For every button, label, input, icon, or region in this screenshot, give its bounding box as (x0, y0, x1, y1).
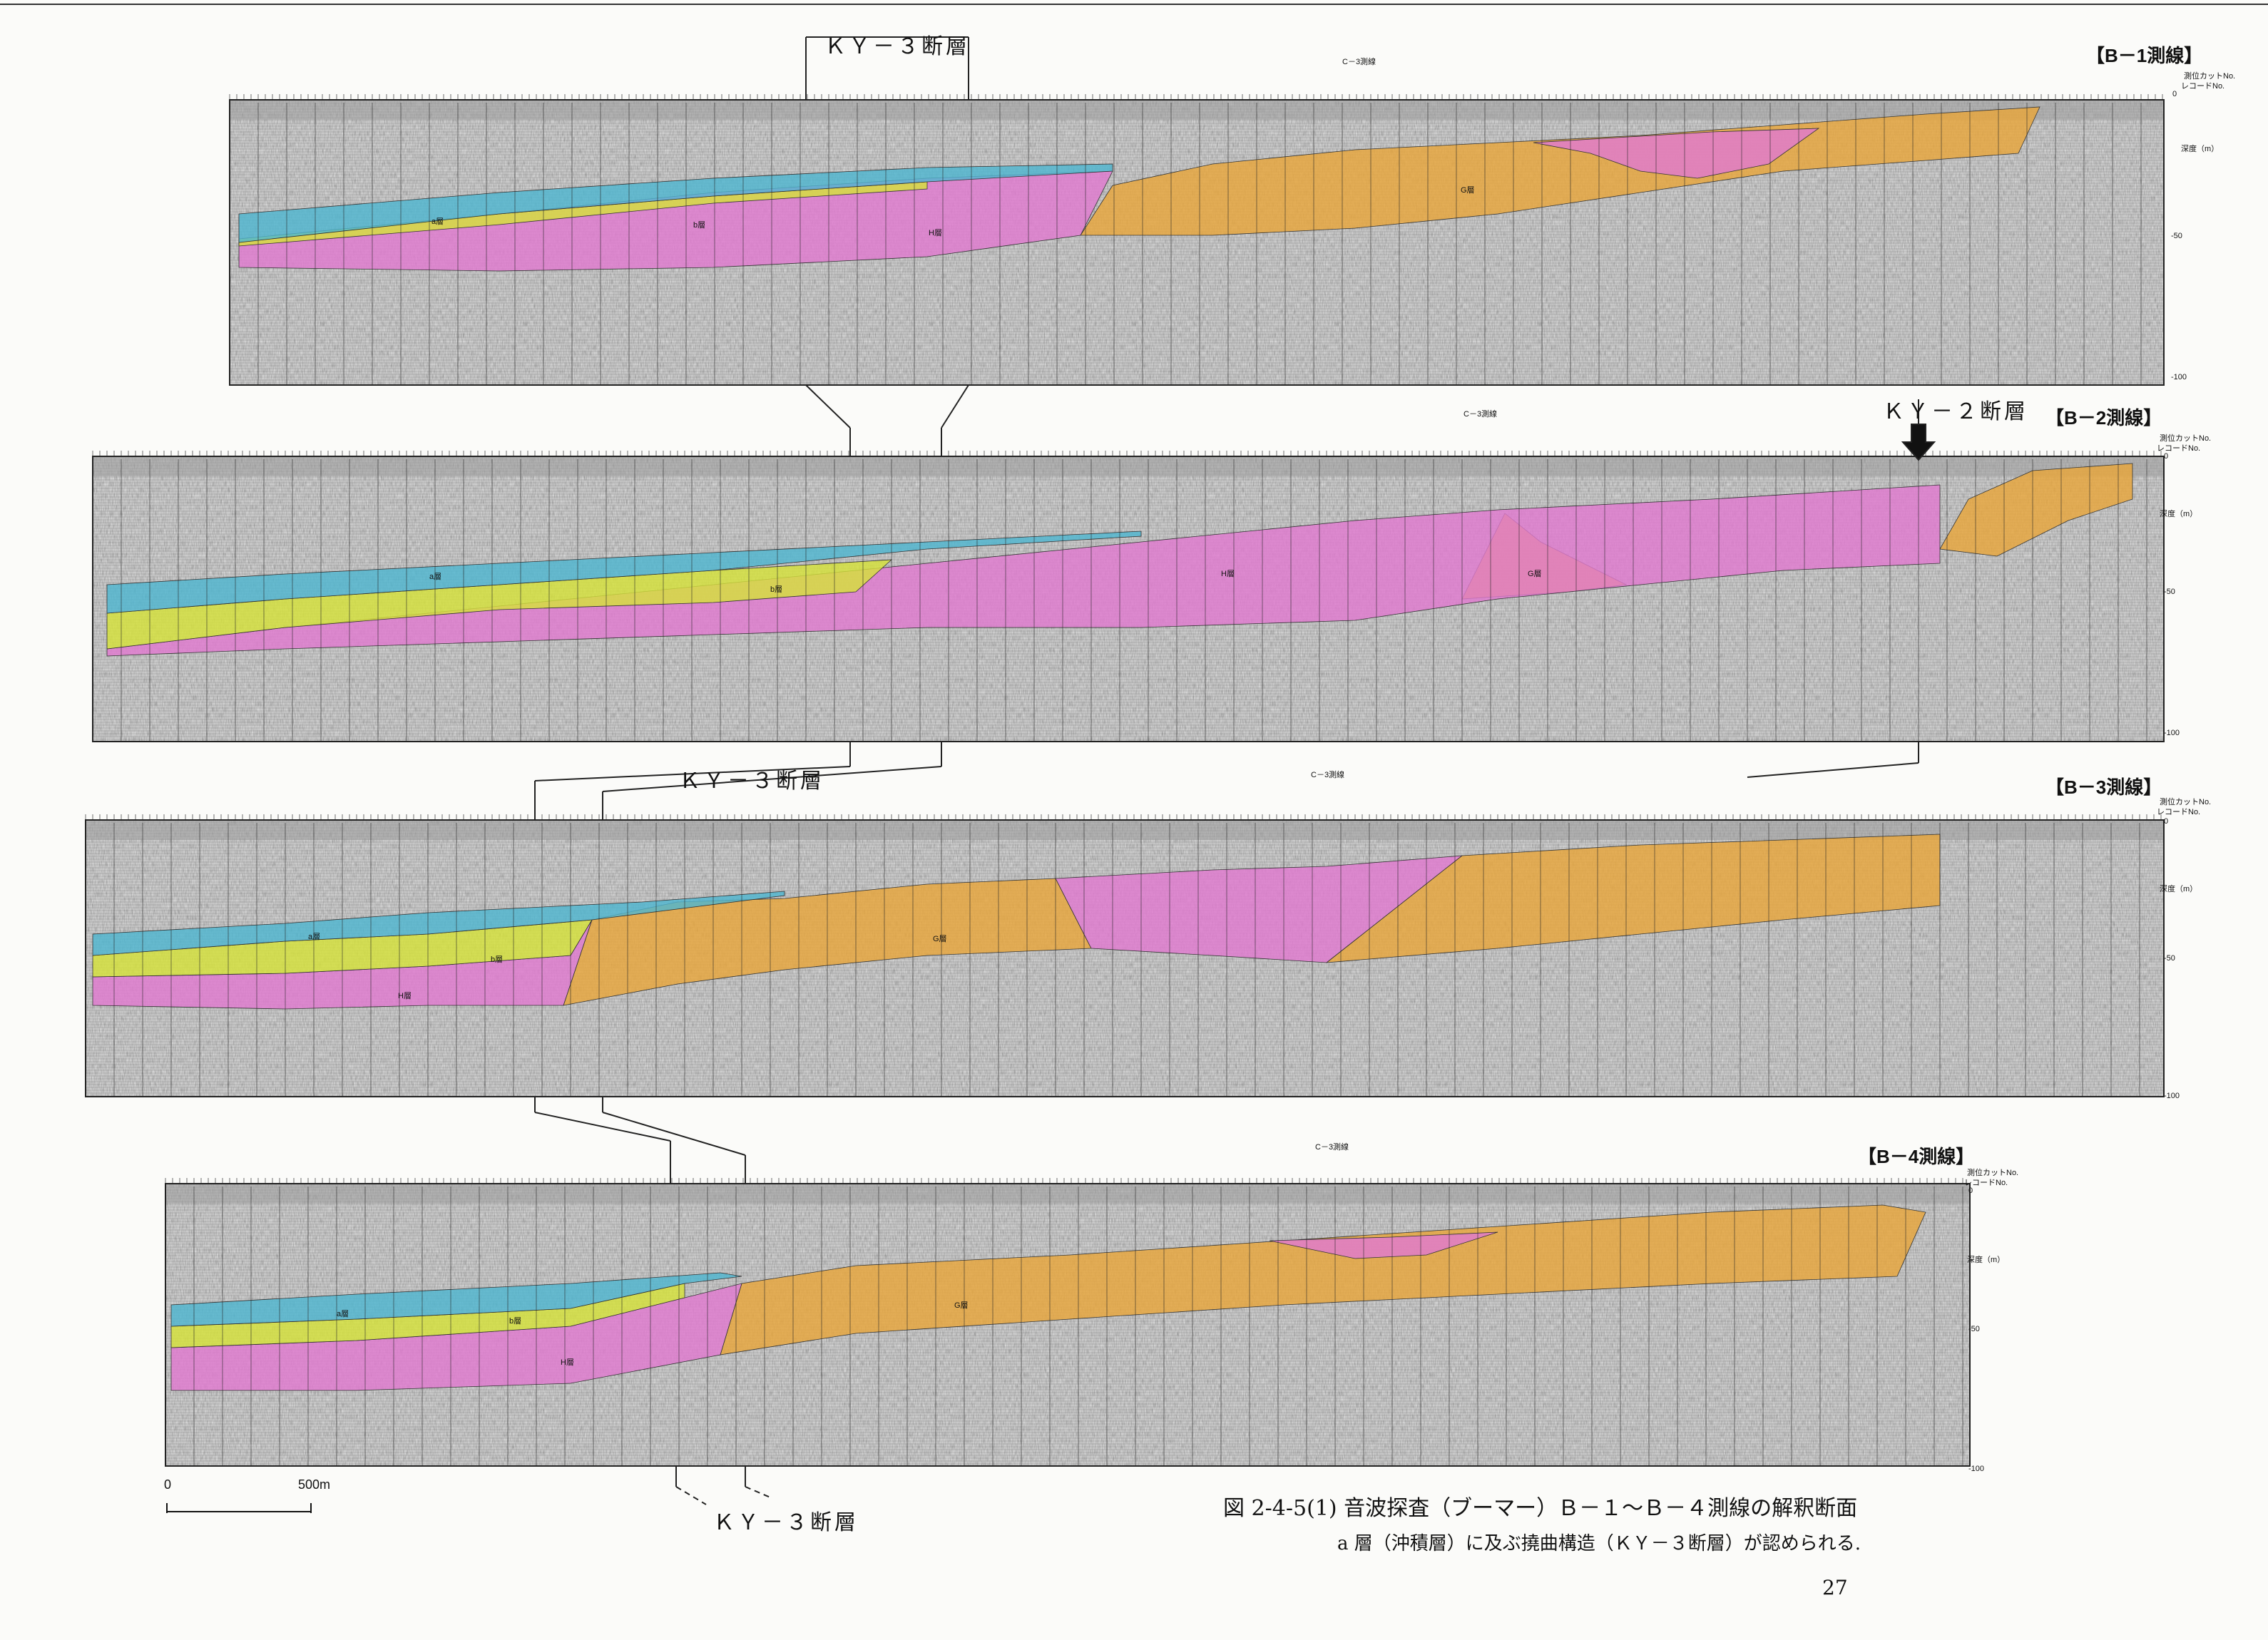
layer-H-b3-2 (1055, 855, 1464, 963)
fault-connector-line (1747, 762, 1919, 778)
depth-label-b1: 深度（m） (2181, 145, 2220, 153)
fault-connector-line (941, 384, 969, 429)
axis-header-b2-record: レコードNo. (2157, 444, 2201, 453)
fault-connector-line (602, 766, 942, 792)
fault-trace-dashed (675, 1486, 707, 1505)
depth-tick-b4-100: -100 (1968, 1465, 1985, 1473)
depth-tick-b2-100: -100 (2164, 729, 2180, 737)
unit-label-b2-a: a層 (429, 573, 442, 581)
sea-surface-band-b4 (165, 1184, 1970, 1204)
sea-surface-band-b2 (93, 456, 2164, 476)
axis-header-b4-record: レコードNo. (1964, 1179, 2008, 1187)
sea-surface-band-b1 (230, 100, 2164, 120)
depth-tick-b3-50: -50 (2164, 954, 2175, 963)
survey-marker-b3: C－3測線 (1311, 771, 1345, 779)
figure-caption: 図 2-4-5(1) 音波探査（ブーマー）Ｂ－１～Ｂ－４測線の解釈断面 (1223, 1496, 1858, 1521)
frame-b4 (165, 1183, 1971, 1467)
fault-trace-dashed (745, 1486, 771, 1498)
survey-marker-b4: C－3測線 (1315, 1143, 1349, 1152)
sea-surface-band-b3 (86, 820, 2164, 840)
frame-b3 (85, 819, 2165, 1097)
unit-label-b4-g: G層 (954, 1301, 969, 1310)
depth-tick-b1-50: -50 (2171, 232, 2182, 240)
axis-header-b3-cut: 測位カットNo. (2160, 798, 2212, 806)
fault-connector-line (534, 766, 851, 781)
unit-label-b3-b: b層 (491, 955, 504, 964)
depth-tick-b3-0: 0 (2164, 817, 2169, 826)
axis-header-b1-record: レコードNo. (2181, 82, 2225, 91)
fault-label-ky3-top: ＫＹ－３断層 (824, 35, 970, 58)
unit-label-b3-g: G層 (933, 935, 947, 943)
depth-tick-b4-50: -50 (1968, 1325, 1980, 1333)
depth-tick-b2-0: 0 (2164, 452, 2169, 461)
depth-tick-b4-0: 0 (1968, 1187, 1973, 1195)
depth-tick-b3-100: -100 (2164, 1092, 2180, 1100)
frame-b2 (92, 456, 2165, 742)
fault-connector-line (602, 1112, 746, 1156)
fault-label-ky3-mid: ＫＹ－３断層 (679, 769, 824, 793)
unit-label-b2-b: b層 (770, 585, 783, 594)
layer-G-b4-0 (720, 1204, 1926, 1355)
scale-bar-end: 500m (298, 1477, 331, 1492)
axis-header-b1-cut: 測位カットNo. (2184, 72, 2236, 81)
profile-b2 (92, 451, 2165, 742)
fault-connector-line (805, 384, 851, 429)
axis-header-b3-record: レコードNo. (2157, 808, 2201, 816)
line-label-b1: 【B－1測線】 (2086, 45, 2203, 66)
frame-b1 (229, 99, 2165, 386)
fault-connector-line (534, 1112, 671, 1142)
fault-label-ky2: ＫＹ－２断層 (1883, 400, 2028, 424)
page-number: 27 (1822, 1576, 1848, 1599)
axis-header-b4-cut: 測位カットNo. (1967, 1169, 2019, 1177)
scale-bar-start: 0 (164, 1477, 172, 1492)
unit-label-b3-h: H層 (398, 992, 412, 1000)
line-label-b2: 【B－2測線】 (2045, 407, 2162, 429)
layer-a-b3-5 (92, 891, 785, 956)
profile-b1 (229, 94, 2165, 386)
layer-G-b2-0 (1939, 463, 2133, 557)
line-label-b3: 【B－3測線】 (2045, 777, 2162, 798)
unit-label-b1-b: b層 (693, 221, 706, 230)
survey-marker-b1: C－3測線 (1342, 58, 1376, 66)
depth-label-b3: 深度（m） (2160, 885, 2198, 893)
unit-label-b4-h: H層 (561, 1358, 574, 1367)
layer-H-b4-1 (1269, 1231, 1498, 1259)
depth-tick-b1-100: -100 (2171, 373, 2187, 381)
axis-header-b2-cut: 測位カットNo. (2160, 434, 2212, 443)
profile-b3 (85, 814, 2165, 1097)
unit-label-b1-a: a層 (431, 217, 444, 226)
unit-label-b4-b: b層 (509, 1317, 522, 1326)
fault-arrow-ky2 (1901, 424, 1936, 461)
depth-label-b4: 深度（m） (1967, 1256, 2006, 1264)
unit-label-b2-h: H層 (1221, 570, 1235, 578)
unit-label-b2-g: G層 (1528, 570, 1542, 578)
unit-label-b1-g: G層 (1461, 186, 1475, 195)
depth-tick-b2-50: -50 (2164, 588, 2175, 596)
layer-a-b1-4 (238, 163, 1113, 243)
fault-label-ky3-bottom: ＫＹ－３断層 (713, 1511, 859, 1534)
survey-marker-b2: C－3測線 (1464, 410, 1498, 419)
unit-label-b1-h: H層 (929, 229, 942, 237)
figure-subcaption: a 層（沖積層）に及ぶ撓曲構造（ＫＹ－３断層）が認められる. (1337, 1533, 1861, 1554)
layer-a-b2-4 (106, 531, 1142, 614)
layer-a-b4-4 (170, 1272, 742, 1327)
depth-tick-b1-0: 0 (2172, 90, 2177, 98)
unit-label-b4-a: a層 (337, 1310, 349, 1318)
unit-label-b3-a: a層 (308, 933, 321, 941)
profile-b4 (165, 1178, 1971, 1467)
line-label-b4: 【B－4測線】 (1858, 1146, 1975, 1167)
depth-label-b2: 深度（m） (2160, 510, 2198, 518)
